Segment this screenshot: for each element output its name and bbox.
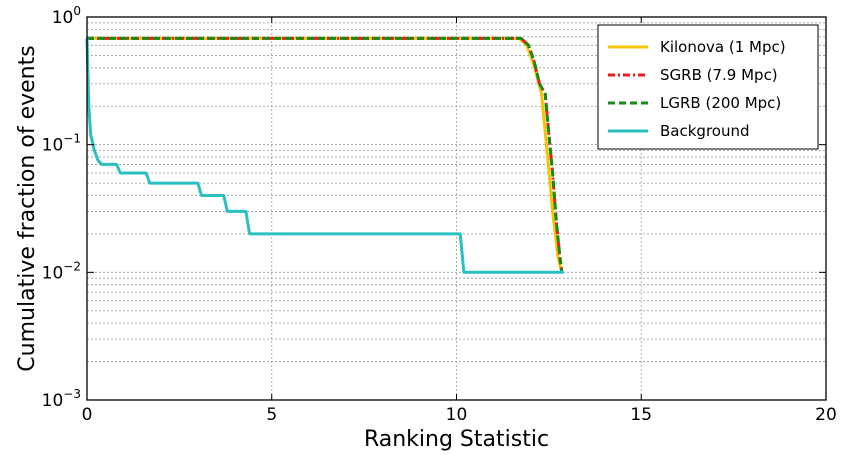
y-tick-label: 100: [52, 4, 81, 28]
x-tick-label: 15: [630, 405, 652, 425]
legend-label-background: Background: [660, 122, 750, 140]
legend-label-kilonova-1-mpc: Kilonova (1 Mpc): [660, 38, 786, 56]
x-tick-label: 0: [82, 405, 93, 425]
y-tick-label: 10−1: [42, 132, 81, 156]
y-axis-label: Cumulative fraction of events: [15, 45, 40, 371]
series-layer: [85, 36, 564, 274]
x-tick-label: 5: [266, 405, 277, 425]
legend-label-lgrb-200-mpc: LGRB (200 Mpc): [660, 94, 781, 112]
grid: [86, 17, 827, 401]
x-tick-label: 20: [815, 405, 837, 425]
tick-labels: 0 5 10 15 20 100 10−1 10−2 10−3: [42, 4, 837, 425]
series-line-lgrb-200-mpc: [87, 36, 564, 273]
series-line-sgrb-7-9-mpc: [87, 36, 564, 273]
legend: Kilonova (1 Mpc) SGRB (7.9 Mpc) LGRB (200 …: [597, 24, 819, 150]
series-line-kilonova-1-mpc: [87, 36, 564, 273]
y-tick-label: 10−3: [42, 387, 81, 411]
series-line-background: [85, 38, 564, 274]
x-axis-label: Ranking Statistic: [364, 427, 549, 452]
legend-label-sgrb-7-9-mpc: SGRB (7.9 Mpc): [660, 66, 778, 84]
x-tick-label: 10: [446, 405, 468, 425]
ticks: [86, 16, 827, 401]
y-tick-label: 10−2: [42, 259, 81, 283]
